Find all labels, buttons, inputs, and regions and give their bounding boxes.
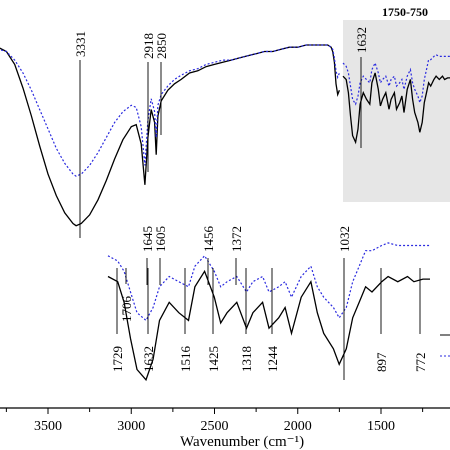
lower-panel-series-solid-line (107, 269, 430, 382)
peak-label-lower-bottom: 1318 (239, 346, 254, 372)
peak-label-lower-bottom: 1706 (119, 296, 134, 323)
peak-label-lower-top: 1645 (140, 226, 155, 252)
series-layer (0, 44, 450, 382)
peak-label-lower-bottom: 1632 (141, 346, 156, 372)
peak-label-lower-top: 1032 (337, 226, 352, 252)
peak-label-lower-bottom: 897 (374, 352, 389, 372)
peak-label-lower-bottom: 1729 (110, 346, 125, 372)
x-tick-label: 2000 (284, 419, 312, 434)
x-tick-label: 2500 (201, 419, 229, 434)
inset-title: 1750-750 (382, 5, 428, 19)
peak-label-lower-top: 1456 (201, 226, 216, 253)
peak-label-upper: 3331 (73, 31, 88, 57)
lower-panel-series-dotted-line (107, 242, 430, 322)
panel-1-series-solid-line (342, 72, 450, 145)
x-axis-label: Wavenumber (cm⁻¹) (180, 434, 304, 450)
peak-label-inset: 1632 (354, 27, 369, 53)
peak-label-upper: 2918 (141, 33, 156, 59)
x-tick-label: 3500 (34, 419, 62, 434)
peak-label-lower-bottom: 1516 (178, 346, 193, 373)
x-tick-layer: 3500 3000 2500 2000 1500 (5, 408, 424, 434)
panel-0-series-dotted-line (0, 44, 340, 177)
peak-label-upper: 2850 (154, 33, 169, 59)
peak-label-lower-bottom: 1244 (265, 346, 280, 373)
x-tick-label: 3000 (117, 419, 145, 434)
panel-1-series-dotted-line (342, 54, 450, 106)
peak-label-lower-top: 1605 (153, 226, 168, 252)
peak-label-lower-top: 1372 (229, 226, 244, 252)
peak-label-lower-bottom: 772 (413, 353, 428, 373)
peak-label-lower-bottom: 1425 (206, 346, 221, 372)
x-tick-label: 1500 (367, 419, 395, 434)
